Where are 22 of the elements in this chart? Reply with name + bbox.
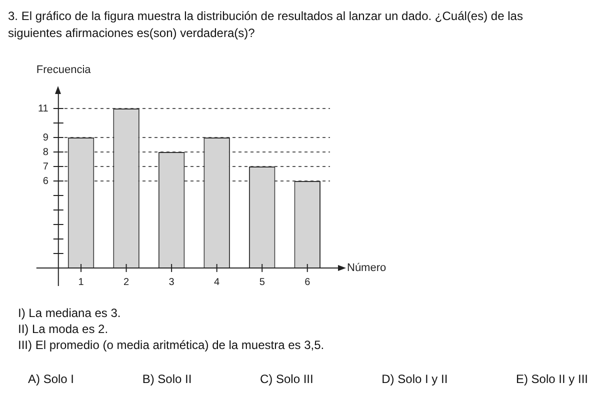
x-tick-label: 4	[214, 276, 220, 288]
text: A) Solo I	[28, 372, 74, 386]
text: II) La moda es 2.	[18, 321, 110, 337]
text: C) Solo III	[260, 372, 314, 386]
y-tick-label: 8	[42, 146, 49, 158]
x-tick-label: 1	[78, 276, 84, 288]
x-tick-label: 5	[259, 276, 266, 288]
x-tick-label: 6	[304, 276, 311, 288]
y-tick-label: 11	[38, 103, 49, 114]
text: I) La mediana es 3.	[18, 305, 122, 321]
text: III) El promedio (o media aritmética) de la muestra es 3,5.	[18, 337, 324, 353]
text: E) Solo II y III	[516, 372, 588, 386]
chart-title: 3. El gráfico de la figura muestra la distribución de resultados al lanzar un dado. ¿Cuál(es) de las siguientes afirmaciones es(son) verdadera(s)?	[8, 8, 524, 42]
text: B) Solo II	[142, 372, 192, 386]
y-tick-label: 7	[42, 161, 49, 172]
x-axis-title: Número	[347, 262, 386, 274]
y-axis-title: Frecuencia	[36, 64, 92, 76]
y-tick-label: 9	[42, 132, 49, 144]
text: D) Solo I y II	[382, 372, 448, 386]
x-tick-label: 3	[168, 276, 175, 288]
y-tick-label: 6	[42, 176, 49, 187]
x-tick-label: 2	[124, 276, 130, 288]
